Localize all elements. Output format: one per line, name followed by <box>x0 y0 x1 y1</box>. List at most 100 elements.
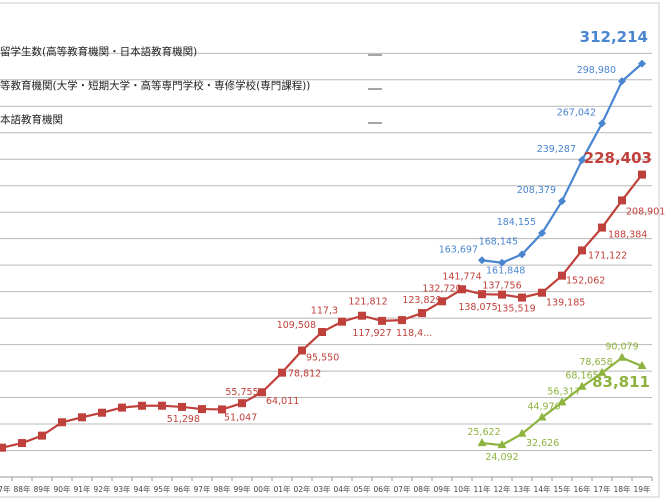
data-point <box>158 401 166 410</box>
data-point <box>518 250 526 259</box>
data-point <box>517 428 527 437</box>
x-tick-label: 14年 <box>533 484 551 494</box>
legend-swatches <box>368 54 382 124</box>
legend: 留学生数(高等教育機関・日本語教育機関) 等教育機関(大学・短期大学・高等専門学… <box>0 44 310 146</box>
x-tick-label: 87年 <box>0 484 11 494</box>
data-label: 117,3 <box>311 306 338 317</box>
data-label: 163,697 <box>439 244 478 255</box>
data-point <box>558 271 566 280</box>
data-point <box>18 439 26 448</box>
data-point <box>98 408 106 417</box>
data-label: 90,079 <box>605 342 638 353</box>
data-point <box>58 418 66 427</box>
x-tick-label: 11年 <box>473 484 491 494</box>
data-point <box>597 367 607 376</box>
data-label: 117,927 <box>352 328 391 339</box>
data-point <box>238 399 246 408</box>
series-1: 51,298 51,047 55,755 64,011 78,812 95,550 109,… <box>0 149 665 452</box>
x-tick-label: 04年 <box>333 484 351 494</box>
data-point <box>598 223 606 232</box>
data-label: 312,214 <box>580 28 648 46</box>
data-label: 139,185 <box>546 298 585 309</box>
x-tick-label: 98年 <box>213 484 231 494</box>
data-point <box>557 397 567 406</box>
x-tick-label: 96年 <box>173 484 191 494</box>
data-point <box>578 246 586 255</box>
x-tick-label: 16年 <box>573 484 591 494</box>
data-point <box>458 285 466 294</box>
data-point <box>578 156 586 165</box>
data-point <box>558 197 566 206</box>
data-point <box>198 405 206 414</box>
data-label: 78,658 <box>579 357 612 368</box>
series-lines: 163,697 161,848 168,145 184,155 208,379 239,2… <box>0 28 665 463</box>
legend-entry-total: 留学生数(高等教育機関・日本語教育機関) <box>0 46 198 58</box>
data-label: 184,155 <box>497 217 536 228</box>
x-tick-label: 10年 <box>453 484 471 494</box>
data-point <box>358 311 366 320</box>
data-label: 135,519 <box>496 304 535 315</box>
series-2: 25,622 24,092 32,626 44,970 56,317 68,165 78,6… <box>467 342 650 463</box>
data-label: 118,4... <box>396 328 432 339</box>
data-point <box>498 290 506 299</box>
x-tick-label: 18年 <box>613 484 631 494</box>
data-label: 44,970 <box>527 401 560 412</box>
data-point <box>258 388 266 397</box>
x-tick-label: 19年 <box>633 484 651 494</box>
data-point <box>418 309 426 318</box>
data-point <box>618 196 626 205</box>
x-tick-label: 95年 <box>153 484 171 494</box>
data-point <box>38 431 46 440</box>
data-point <box>477 438 487 447</box>
data-label: 121,812 <box>348 297 387 308</box>
x-tick-label: 05年 <box>353 484 371 494</box>
x-tick-label: 92年 <box>93 484 111 494</box>
data-point <box>478 290 486 299</box>
data-point <box>338 317 346 326</box>
data-label: 51,298 <box>167 414 200 425</box>
x-tick-label: 03年 <box>313 484 331 494</box>
data-label: 25,622 <box>467 427 500 438</box>
data-label: 137,756 <box>482 281 521 292</box>
data-label: 56,317 <box>547 386 580 397</box>
x-tick-label: 94年 <box>133 484 151 494</box>
x-tick-label: 99年 <box>233 484 251 494</box>
data-label: 55,755 <box>225 387 258 398</box>
x-tick-label: 07年 <box>393 484 411 494</box>
data-point <box>518 293 526 302</box>
x-tick-label: 13年 <box>513 484 531 494</box>
data-label: 298,980 <box>577 65 616 76</box>
data-point <box>617 352 627 361</box>
x-tick-label: 15年 <box>553 484 571 494</box>
x-tick-label: 00年 <box>253 484 271 494</box>
data-label: 138,075 <box>458 302 497 313</box>
data-label: 267,042 <box>557 107 596 118</box>
plot-frame <box>0 2 660 498</box>
data-label: 51,047 <box>224 412 257 423</box>
data-point <box>637 361 647 370</box>
data-label: 208,901 <box>626 206 665 217</box>
data-point <box>178 402 186 411</box>
data-point <box>218 405 226 414</box>
data-point <box>318 328 326 337</box>
data-label: 188,384 <box>608 230 647 241</box>
data-point <box>398 316 406 325</box>
data-label: 123,829 <box>402 295 441 306</box>
data-label: 78,812 <box>288 369 321 380</box>
x-tick-label: 12年 <box>493 484 511 494</box>
data-label: 161,848 <box>486 266 525 277</box>
data-point <box>118 403 126 412</box>
data-point <box>538 288 546 297</box>
data-point <box>478 256 486 265</box>
data-label: 208,379 <box>517 185 556 196</box>
x-tick-label: 09年 <box>433 484 451 494</box>
data-label: 32,626 <box>526 438 559 449</box>
data-label: 95,550 <box>306 352 339 363</box>
x-tick-label: 06年 <box>373 484 391 494</box>
data-point <box>537 412 547 421</box>
data-point <box>138 401 146 410</box>
data-label: 228,403 <box>584 149 652 167</box>
legend-entry-japanese-language: 本語教育機関 <box>0 114 63 126</box>
x-tick-label: 93年 <box>113 484 131 494</box>
